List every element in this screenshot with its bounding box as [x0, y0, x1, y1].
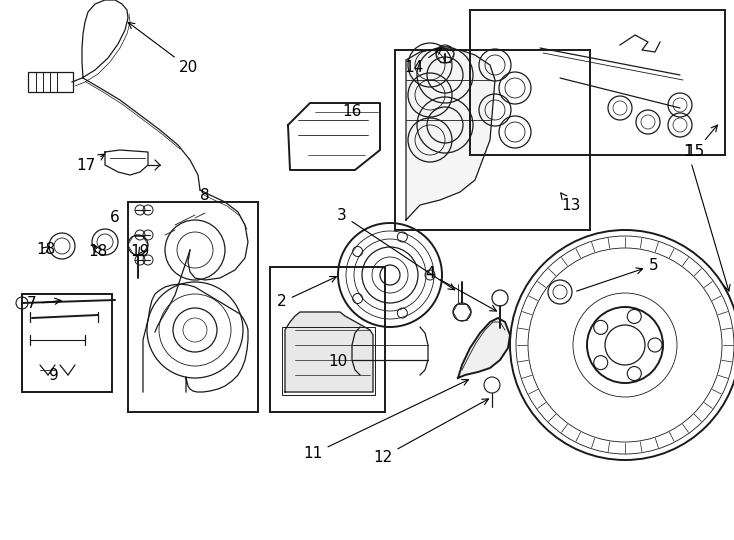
- Text: 1: 1: [683, 145, 730, 291]
- Text: 14: 14: [404, 48, 442, 76]
- Text: 18: 18: [88, 244, 108, 259]
- Text: 6: 6: [110, 211, 120, 226]
- Text: 17: 17: [76, 154, 105, 173]
- Text: 5: 5: [577, 258, 659, 291]
- Bar: [128, 202, 258, 412]
- Text: 3: 3: [337, 207, 454, 290]
- Text: 13: 13: [561, 193, 581, 213]
- Text: 10: 10: [328, 354, 348, 369]
- Text: 20: 20: [128, 23, 199, 76]
- Polygon shape: [458, 318, 510, 378]
- Text: 15: 15: [686, 125, 717, 159]
- Bar: [395, 50, 590, 230]
- Text: 7: 7: [27, 296, 61, 312]
- Bar: [282, 327, 375, 395]
- Bar: [270, 267, 385, 412]
- Polygon shape: [285, 312, 373, 392]
- Text: 19: 19: [131, 245, 150, 260]
- Text: 11: 11: [303, 380, 468, 462]
- Text: 4: 4: [425, 267, 496, 311]
- Text: 16: 16: [342, 105, 362, 119]
- Text: 18: 18: [37, 241, 56, 256]
- Text: 2: 2: [277, 276, 336, 309]
- Text: 9: 9: [49, 368, 59, 382]
- Bar: [470, 10, 725, 155]
- Polygon shape: [406, 48, 495, 220]
- Text: 8: 8: [200, 187, 210, 202]
- Bar: [28, 72, 73, 92]
- Text: 12: 12: [374, 399, 489, 464]
- Bar: [22, 294, 112, 392]
